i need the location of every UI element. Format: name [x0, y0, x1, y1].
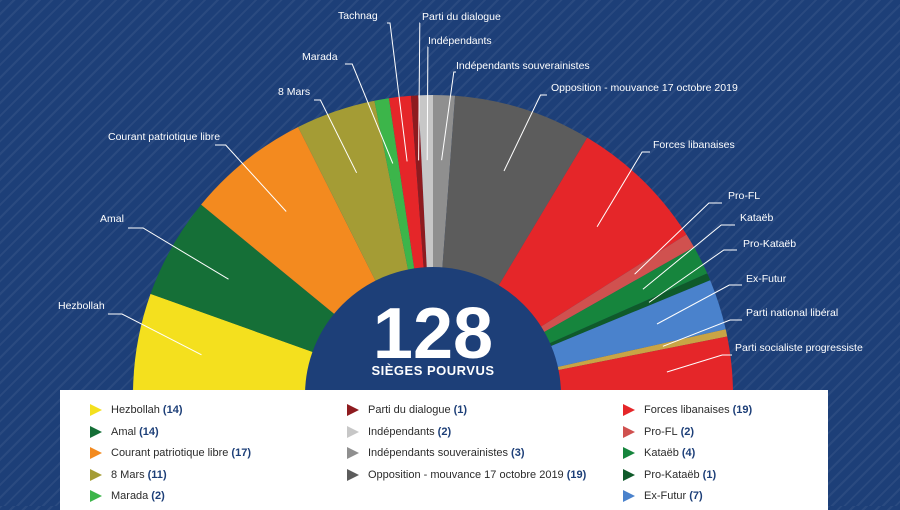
- legend-count: 1: [703, 469, 716, 481]
- legend-item-hezbollah: Hezbollah14: [90, 402, 183, 418]
- triangle-marker-icon: [623, 425, 635, 438]
- slice-label-independants-souverainistes: Indépendants souverainistes: [456, 60, 590, 72]
- legend-item-independants: Indépendants2: [347, 424, 451, 440]
- legend-count: 17: [231, 447, 251, 459]
- legend-count: 19: [567, 469, 587, 481]
- triangle-marker-icon: [623, 468, 635, 481]
- leader-line-8-mars: [314, 99, 358, 174]
- legend: Hezbollah14Amal14Courant patriotique lib…: [60, 390, 828, 510]
- legend-item-pro-kataeb: Pro-Kataëb1: [623, 467, 716, 483]
- legend-item-marada: Marada2: [90, 488, 165, 504]
- triangle-marker-icon: [90, 447, 102, 459]
- slice-label-8-mars: 8 Mars: [278, 86, 310, 98]
- legend-count: 1: [454, 404, 467, 416]
- total-seats-caption: SIÈGES POURVUS: [371, 363, 494, 378]
- slice-label-opposition-mouvance-17-octobre-2019: Opposition - mouvance 17 octobre 2019: [551, 82, 738, 94]
- legend-label: Hezbollah: [111, 404, 160, 416]
- legend-count: 19: [733, 404, 753, 416]
- slice-label-hezbollah: Hezbollah: [58, 300, 105, 312]
- legend-item-amal: Amal14: [90, 424, 159, 440]
- legend-item-forces-libanaises: Forces libanaises19: [623, 402, 752, 418]
- triangle-marker-icon: [90, 490, 102, 502]
- legend-label: Parti du dialogue: [368, 404, 451, 416]
- slice-label-parti-socialiste-progressiste: Parti socialiste progressiste: [735, 342, 863, 354]
- triangle-marker-icon: [90, 468, 102, 481]
- slice-label-marada: Marada: [302, 51, 338, 63]
- legend-count: 2: [151, 490, 164, 502]
- slice-label-pro-fl: Pro-FL: [728, 190, 760, 202]
- leader-line-forces-libanaises: [596, 151, 650, 228]
- legend-count: 11: [148, 469, 167, 481]
- leader-line-independants: [426, 46, 429, 161]
- triangle-marker-icon: [347, 425, 359, 438]
- legend-label: Ex-Futur: [644, 490, 687, 502]
- triangle-marker-icon: [347, 468, 359, 481]
- legend-item-8-mars: 8 Mars11: [90, 467, 167, 483]
- leader-line-independants-souverainistes: [441, 71, 456, 161]
- leader-line-courant-patriotique-libre: [215, 144, 287, 212]
- slice-label-independants: Indépendants: [428, 35, 492, 47]
- leader-line-kataeb: [642, 224, 735, 290]
- triangle-marker-icon: [623, 447, 635, 459]
- legend-count: 14: [139, 426, 159, 438]
- legend-count: 4: [682, 447, 695, 459]
- triangle-marker-icon: [90, 404, 102, 416]
- leader-line-parti-national-liberal: [662, 319, 742, 347]
- legend-label: Courant patriotique libre: [111, 447, 229, 459]
- legend-label: Amal: [111, 425, 137, 438]
- total-seats-number: 128: [373, 294, 493, 374]
- leader-line-pro-fl: [634, 202, 722, 275]
- legend-item-independants-souverainistes: Indépendants souverainistes3: [347, 445, 525, 461]
- slice-label-forces-libanaises: Forces libanaises: [653, 139, 735, 151]
- slice-label-courant-patriotique-libre: Courant patriotique libre: [108, 131, 220, 143]
- legend-item-kataeb: Kataëb4: [623, 445, 695, 461]
- legend-count: 2: [438, 426, 451, 438]
- legend-label: Indépendants souverainistes: [368, 447, 509, 459]
- legend-count: 3: [511, 447, 524, 459]
- leader-line-parti-du-dialogue: [418, 22, 421, 161]
- leader-line-opposition-mouvance-17-octobre-2019: [503, 94, 547, 172]
- legend-item-opposition-mouvance-17-octobre-2019: Opposition - mouvance 17 octobre 201919: [347, 467, 586, 483]
- slice-label-ex-futur: Ex-Futur: [746, 273, 787, 285]
- legend-label: Forces libanaises: [644, 404, 730, 416]
- triangle-marker-icon: [347, 447, 359, 459]
- legend-label: Opposition - mouvance 17 octobre 2019: [368, 468, 564, 481]
- legend-item-parti-du-dialogue: Parti du dialogue1: [347, 402, 467, 418]
- triangle-marker-icon: [623, 490, 635, 502]
- legend-label: Marada: [111, 490, 149, 502]
- slice-label-tachnag: Tachnag: [338, 10, 378, 22]
- legend-item-ex-futur: Ex-Futur7: [623, 488, 703, 504]
- legend-label: Indépendants: [368, 425, 435, 438]
- leader-line-pro-kataeb: [648, 249, 737, 303]
- slice-label-amal: Amal: [100, 213, 124, 225]
- slice-label-parti-du-dialogue: Parti du dialogue: [422, 11, 501, 23]
- leader-line-hezbollah: [108, 313, 202, 356]
- leader-line-tachnag: [387, 22, 408, 162]
- slice-label-parti-national-liberal: Parti national libéral: [746, 307, 838, 319]
- triangle-marker-icon: [347, 404, 359, 416]
- legend-label: Pro-Kataëb: [644, 468, 700, 481]
- legend-count: 14: [163, 404, 183, 416]
- legend-item-courant-patriotique-libre: Courant patriotique libre17: [90, 445, 251, 461]
- leader-line-marada: [345, 63, 394, 164]
- slice-label-kataeb: Kataëb: [740, 212, 773, 224]
- legend-count: 7: [689, 490, 702, 502]
- leader-line-ex-futur: [656, 284, 742, 325]
- triangle-marker-icon: [623, 404, 635, 416]
- legend-label: Pro-FL: [644, 425, 678, 438]
- slice-label-pro-kataeb: Pro-Kataëb: [743, 238, 796, 250]
- legend-label: 8 Mars: [111, 468, 145, 481]
- triangle-marker-icon: [90, 425, 102, 438]
- leader-line-amal: [128, 227, 229, 280]
- leader-line-parti-socialiste-progressiste: [666, 354, 732, 373]
- legend-item-pro-fl: Pro-FL2: [623, 424, 694, 440]
- legend-label: Kataëb: [644, 447, 679, 459]
- legend-count: 2: [681, 426, 694, 438]
